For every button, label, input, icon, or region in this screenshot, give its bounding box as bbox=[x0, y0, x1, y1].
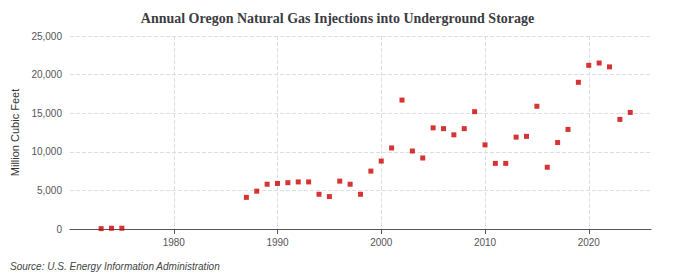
svg-text:1990: 1990 bbox=[266, 237, 289, 248]
svg-text:5,000: 5,000 bbox=[37, 185, 62, 196]
svg-text:Source: U.S. Energy Informatio: Source: U.S. Energy Information Administ… bbox=[10, 261, 220, 272]
svg-text:1980: 1980 bbox=[163, 237, 186, 248]
svg-text:20,000: 20,000 bbox=[31, 69, 62, 80]
svg-text:25,000: 25,000 bbox=[31, 31, 62, 42]
svg-text:Million Cubic Feet: Million Cubic Feet bbox=[9, 89, 21, 176]
svg-text:2010: 2010 bbox=[474, 237, 497, 248]
svg-text:Annual Oregon Natural Gas Inje: Annual Oregon Natural Gas Injections int… bbox=[141, 11, 534, 26]
svg-text:0: 0 bbox=[56, 224, 62, 235]
svg-text:2020: 2020 bbox=[578, 237, 601, 248]
svg-text:15,000: 15,000 bbox=[31, 108, 62, 119]
svg-text:10,000: 10,000 bbox=[31, 146, 62, 157]
svg-text:2000: 2000 bbox=[370, 237, 393, 248]
